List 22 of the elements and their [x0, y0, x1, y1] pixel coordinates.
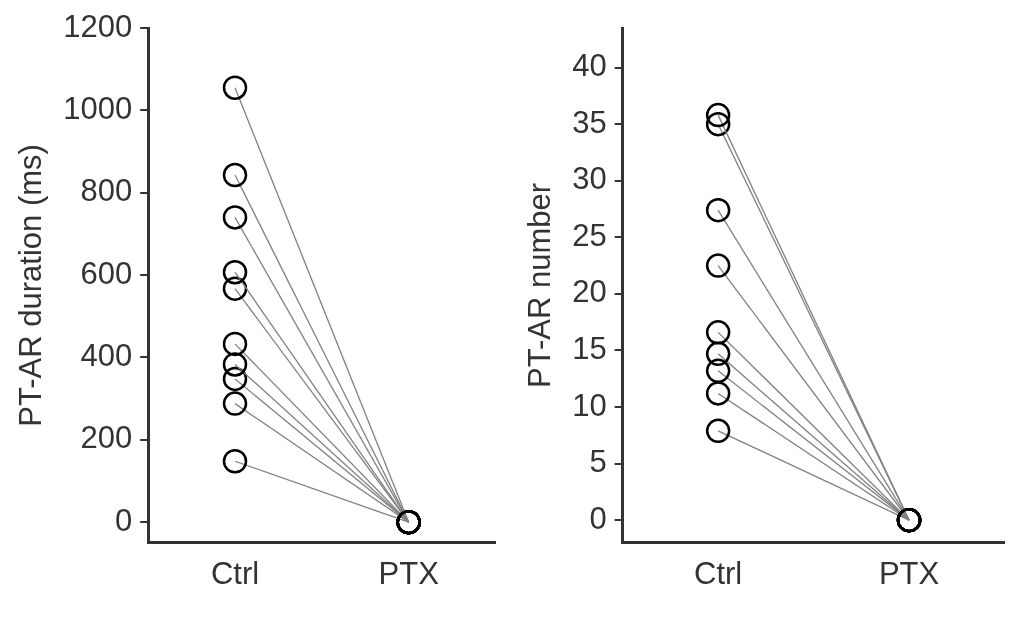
- x-tick-label: PTX: [378, 555, 440, 591]
- y-tick-label: 800: [80, 173, 133, 209]
- x-tick-label: Ctrl: [694, 555, 743, 591]
- y-tick-label: 15: [572, 331, 607, 366]
- y-tick-label: 0: [114, 502, 133, 538]
- y-tick-label: 5: [589, 444, 607, 480]
- y-tick-label: 10: [572, 387, 607, 423]
- y-tick-label: 40: [572, 48, 607, 84]
- x-tick-label: Ctrl: [210, 555, 260, 591]
- x-tick-label: PTX: [878, 555, 940, 591]
- y-tick-label: 600: [80, 255, 133, 291]
- y-tick-label: 30: [572, 161, 607, 197]
- y-axis-title: PT-AR duration (ms): [13, 144, 49, 427]
- y-tick-label: 25: [572, 217, 607, 253]
- y-tick-label: 35: [572, 104, 607, 140]
- y-tick-label: 1000: [63, 90, 133, 126]
- y-tick-label: 0: [589, 500, 607, 536]
- y-tick-label: 400: [80, 338, 133, 374]
- y-tick-label: 200: [80, 420, 133, 456]
- y-axis-title: PT-AR number: [522, 182, 558, 388]
- y-tick-label: 20: [572, 274, 607, 310]
- y-tick-label: 1200: [63, 8, 133, 44]
